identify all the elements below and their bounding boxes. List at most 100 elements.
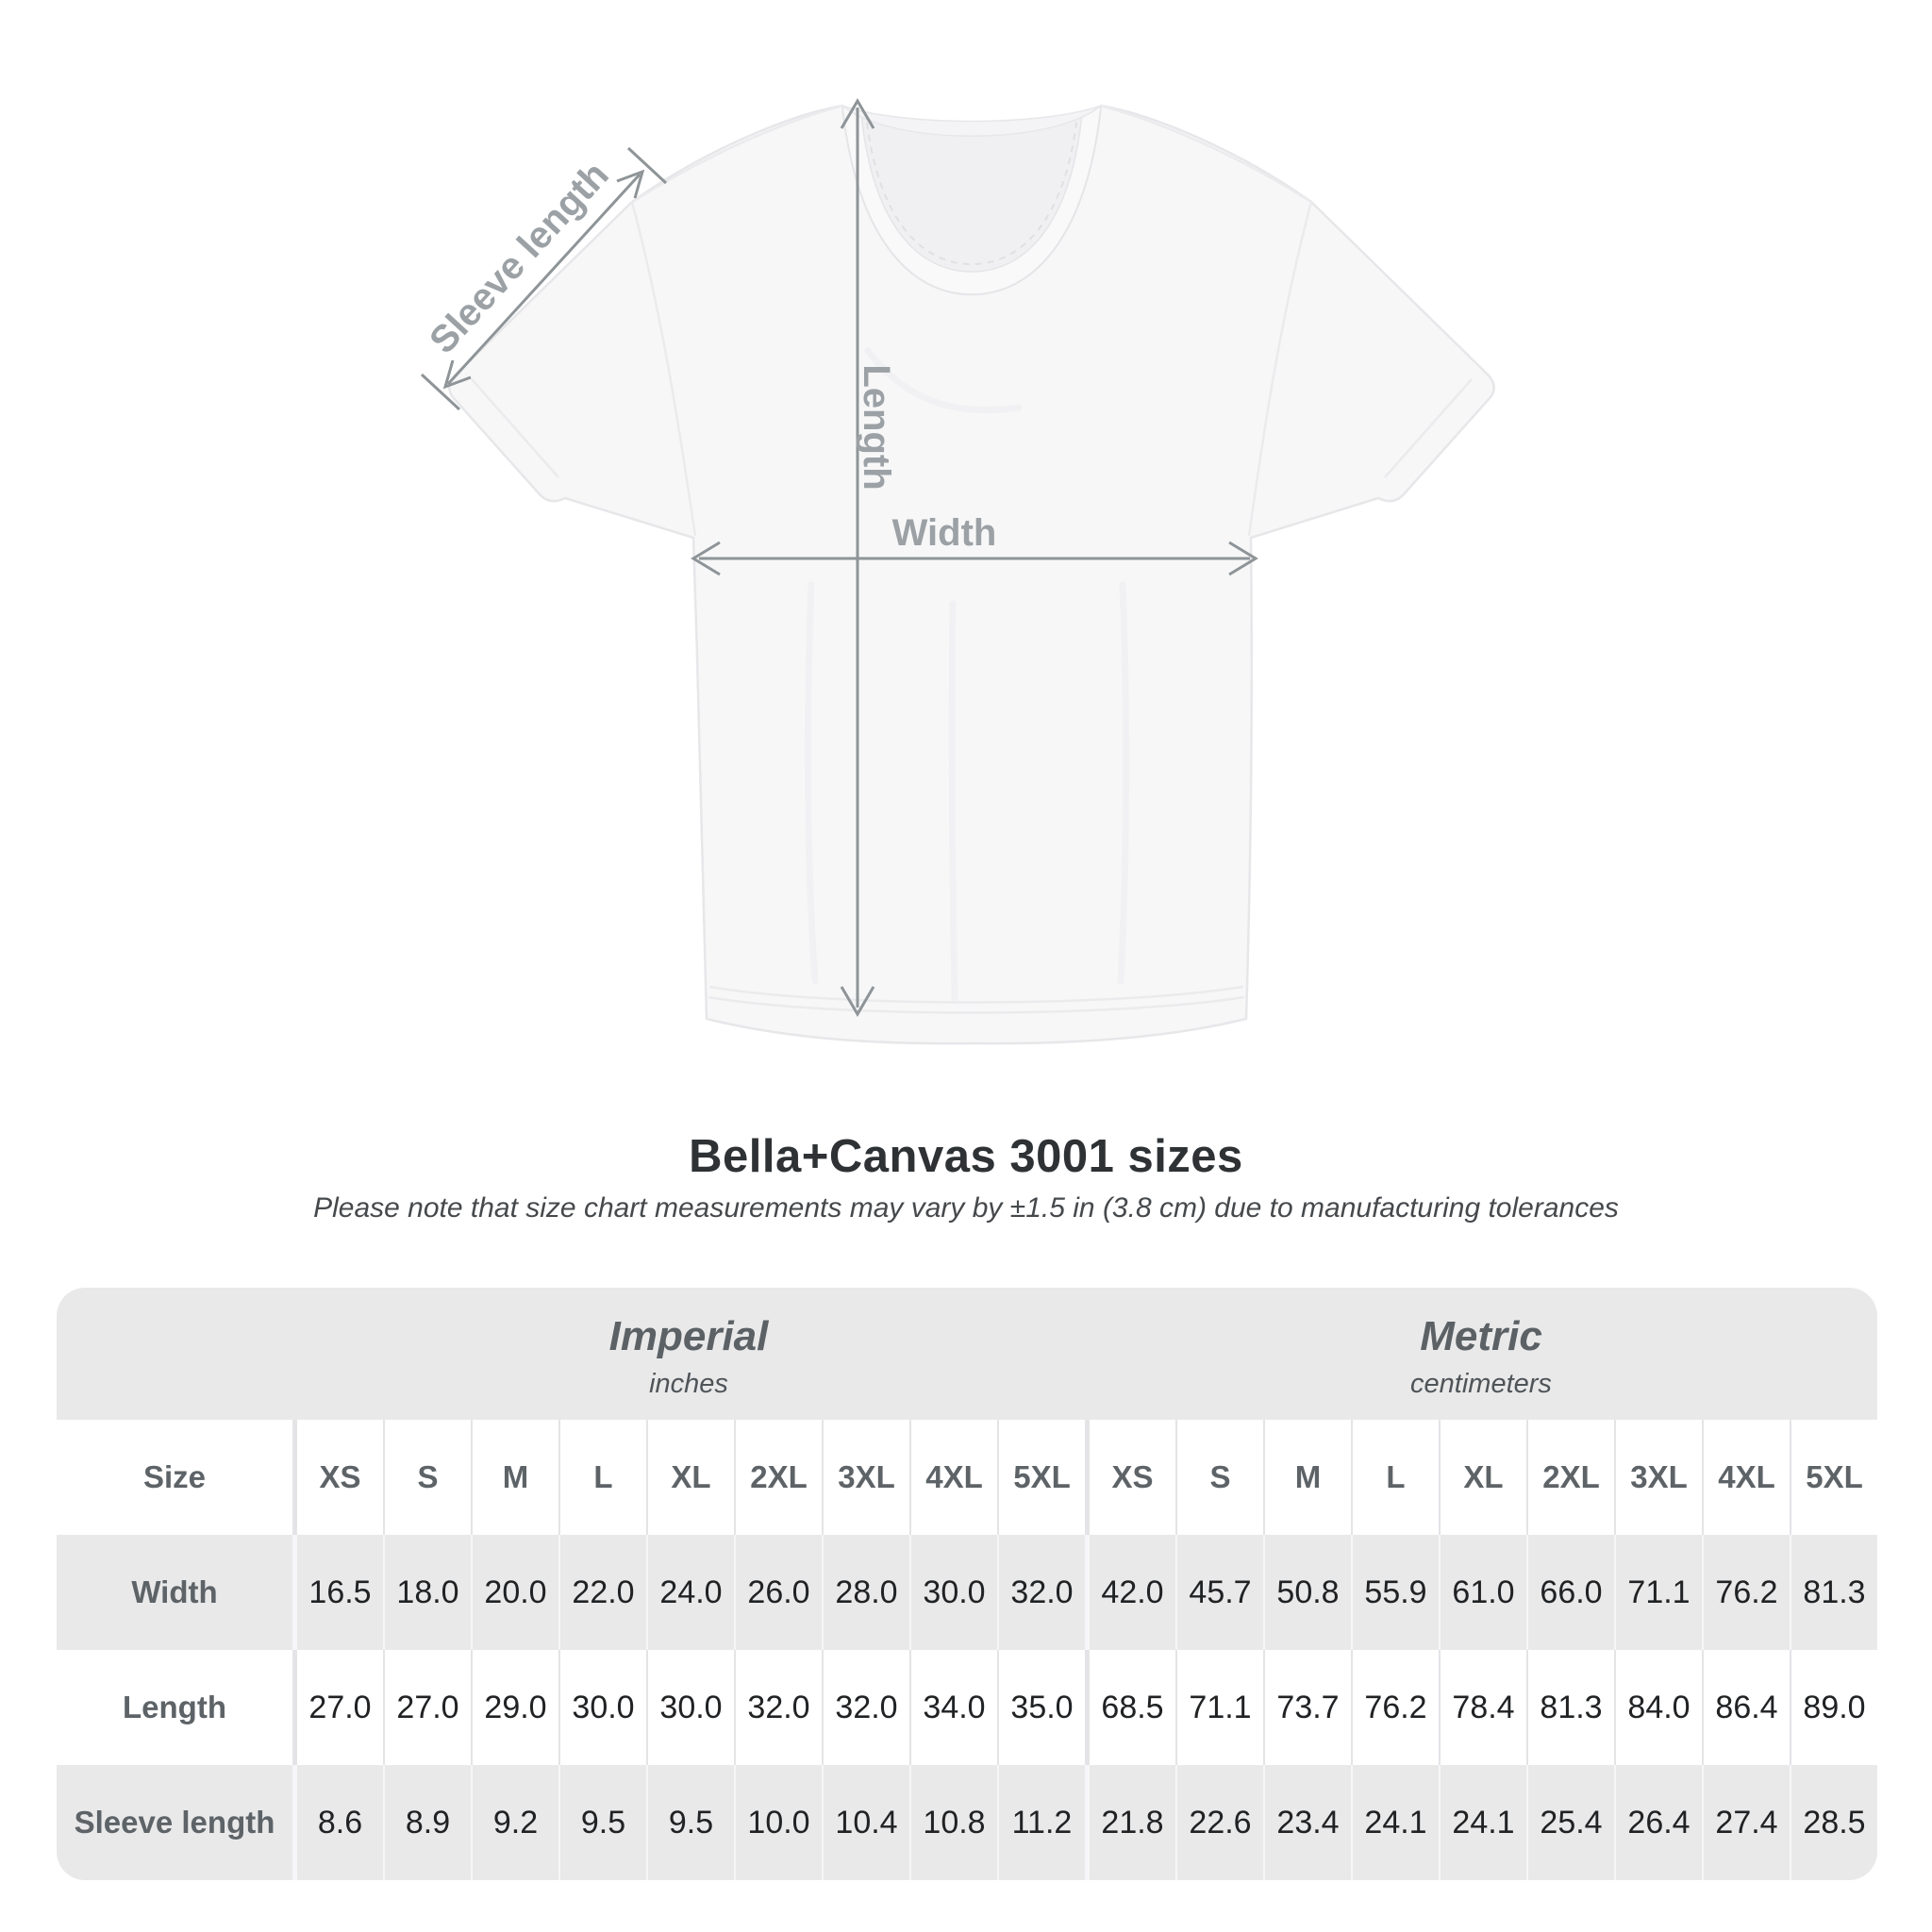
value-cell-text: 24.1: [1452, 1804, 1515, 1840]
value-cell: 10.4: [822, 1765, 909, 1880]
value-cell: 42.0: [1085, 1535, 1175, 1650]
value-cell: 27.0: [383, 1650, 471, 1765]
value-cell: 76.2: [1702, 1535, 1790, 1650]
size-grid: Size XS S M L XL 2XL 3XL 4XL 5XL XS S M L XL 2XL 3XL 4XL 5…: [57, 1420, 1877, 1880]
size-col-header-text: XS: [1111, 1459, 1154, 1494]
value-cell-text: 66.0: [1540, 1574, 1603, 1610]
value-cell-text: 24.1: [1364, 1804, 1427, 1840]
value-cell: 10.0: [734, 1765, 822, 1880]
value-cell-text: 73.7: [1276, 1689, 1340, 1725]
value-cell: 30.0: [909, 1535, 997, 1650]
value-cell: 30.0: [646, 1650, 734, 1765]
value-cell: 30.0: [558, 1650, 646, 1765]
value-cell-text: 71.1: [1627, 1574, 1690, 1610]
value-cell-text: 11.2: [1011, 1804, 1073, 1840]
size-col-header-text: S: [1209, 1459, 1231, 1494]
value-cell: 28.0: [822, 1535, 909, 1650]
value-cell: 10.8: [909, 1765, 997, 1880]
value-cell: 71.1: [1175, 1650, 1263, 1765]
value-cell: 81.3: [1790, 1535, 1877, 1650]
value-cell: 8.9: [383, 1765, 471, 1880]
size-col-header: 4XL: [909, 1420, 997, 1535]
length-label: Length: [856, 364, 897, 490]
value-cell-text: 8.9: [405, 1804, 451, 1840]
size-col-header-text: 3XL: [1630, 1459, 1688, 1494]
value-cell-text: 81.3: [1803, 1574, 1866, 1610]
value-cell: 9.5: [646, 1765, 734, 1880]
value-cell-text: 28.5: [1803, 1804, 1866, 1840]
tshirt-diagram: Sleeve length Length Width: [420, 98, 1495, 1045]
value-cell: 9.2: [471, 1765, 558, 1880]
value-cell-text: 71.1: [1189, 1689, 1252, 1725]
row-label-text: Sleeve length: [74, 1805, 275, 1840]
size-col-header: 3XL: [822, 1420, 909, 1535]
value-cell: 16.5: [292, 1535, 383, 1650]
arrow-left-icon: [691, 541, 721, 576]
value-cell: 61.0: [1439, 1535, 1526, 1650]
value-cell-text: 42.0: [1101, 1574, 1164, 1610]
value-cell: 34.0: [909, 1650, 997, 1765]
size-col-header: S: [1175, 1420, 1263, 1535]
value-cell-text: 26.4: [1627, 1804, 1690, 1840]
size-header-label: Size: [57, 1420, 292, 1535]
value-cell: 27.4: [1702, 1765, 1790, 1880]
value-cell: 84.0: [1614, 1650, 1702, 1765]
size-col-header-text: XL: [671, 1459, 711, 1494]
row-label-text: Length: [123, 1690, 226, 1724]
value-cell-text: 9.5: [668, 1804, 714, 1840]
value-cell: 24.1: [1351, 1765, 1439, 1880]
end-tick: [626, 146, 668, 185]
size-col-header: 5XL: [997, 1420, 1085, 1535]
value-cell: 11.2: [997, 1765, 1085, 1880]
dimension-annotations: [420, 98, 1258, 1017]
value-cell-text: 16.5: [308, 1574, 372, 1610]
value-cell: 32.0: [822, 1650, 909, 1765]
value-cell-text: 86.4: [1715, 1689, 1778, 1725]
size-col-header: 4XL: [1702, 1420, 1790, 1535]
value-cell-text: 84.0: [1627, 1689, 1690, 1725]
value-cell-text: 27.4: [1715, 1804, 1778, 1840]
value-cell-text: 10.4: [835, 1804, 898, 1840]
row-label: Sleeve length: [57, 1765, 292, 1880]
size-col-header: XS: [1085, 1420, 1175, 1535]
value-cell-text: 32.0: [835, 1689, 898, 1725]
arrow-upright-icon: [616, 169, 645, 199]
size-col-header: XL: [646, 1420, 734, 1535]
value-cell-text: 30.0: [659, 1689, 723, 1725]
size-col-header-text: M: [1294, 1459, 1322, 1494]
value-cell-text: 55.9: [1364, 1574, 1427, 1610]
value-cell-text: 76.2: [1715, 1574, 1778, 1610]
size-col-header: 3XL: [1614, 1420, 1702, 1535]
row-label: Length: [57, 1650, 292, 1765]
size-col-header: M: [1263, 1420, 1351, 1535]
value-cell-text: 89.0: [1803, 1689, 1866, 1725]
value-cell-text: 26.0: [747, 1574, 810, 1610]
size-col-header: L: [1351, 1420, 1439, 1535]
value-cell: 22.6: [1175, 1765, 1263, 1880]
value-cell: 20.0: [471, 1535, 558, 1650]
value-cell-text: 24.0: [659, 1574, 723, 1610]
value-cell: 9.5: [558, 1765, 646, 1880]
sleeve-dimension-line: [420, 146, 668, 411]
fabric-wrinkles: [805, 347, 1130, 1002]
value-cell-text: 9.5: [580, 1804, 626, 1840]
value-cell-text: 45.7: [1189, 1574, 1252, 1610]
value-cell: 66.0: [1526, 1535, 1614, 1650]
value-cell: 24.1: [1439, 1765, 1526, 1880]
value-cell: 26.0: [734, 1535, 822, 1650]
value-cell: 86.4: [1702, 1650, 1790, 1765]
value-cell-text: 50.8: [1276, 1574, 1340, 1610]
value-cell: 24.0: [646, 1535, 734, 1650]
value-cell: 73.7: [1263, 1650, 1351, 1765]
row-label-text: Width: [131, 1574, 218, 1609]
value-cell: 71.1: [1614, 1535, 1702, 1650]
value-cell-text: 68.5: [1101, 1689, 1164, 1725]
value-cell-text: 21.8: [1101, 1804, 1164, 1840]
size-col-header: S: [383, 1420, 471, 1535]
size-col-header-text: 4XL: [1718, 1459, 1775, 1494]
imperial-unit: inches: [649, 1368, 728, 1399]
value-cell: 21.8: [1085, 1765, 1175, 1880]
end-tick: [420, 373, 461, 411]
value-cell: 68.5: [1085, 1650, 1175, 1765]
size-col-header: XS: [292, 1420, 383, 1535]
